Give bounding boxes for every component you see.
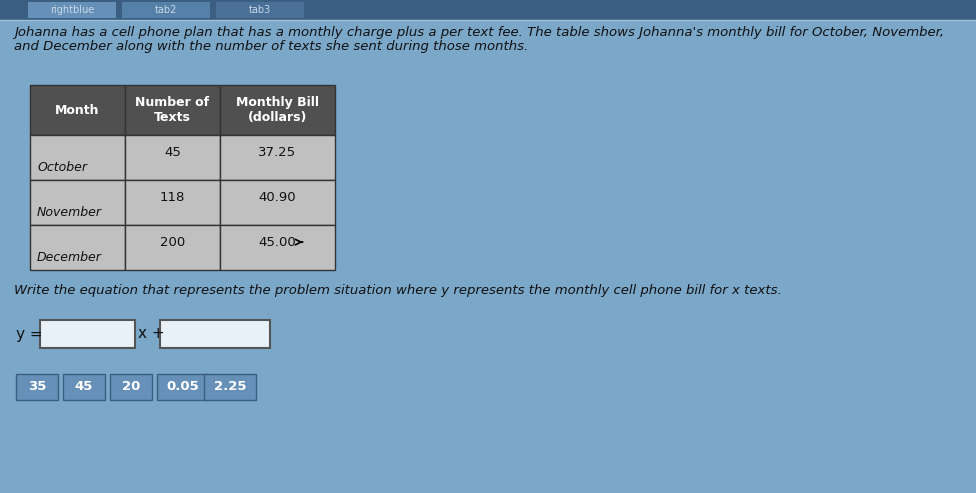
Text: and December along with the number of texts she sent during those months.: and December along with the number of te… — [14, 40, 528, 53]
FancyBboxPatch shape — [220, 85, 335, 135]
FancyBboxPatch shape — [122, 2, 210, 18]
FancyBboxPatch shape — [30, 225, 125, 270]
FancyBboxPatch shape — [125, 135, 220, 180]
FancyBboxPatch shape — [220, 180, 335, 225]
Text: 118: 118 — [160, 191, 185, 204]
Text: tab2: tab2 — [155, 5, 178, 15]
FancyBboxPatch shape — [220, 135, 335, 180]
Text: 45: 45 — [75, 381, 93, 393]
Text: 2.25: 2.25 — [214, 381, 246, 393]
Text: 37.25: 37.25 — [259, 145, 297, 159]
Text: October: October — [37, 161, 87, 174]
Text: Johanna has a cell phone plan that has a monthly charge plus a per text fee. The: Johanna has a cell phone plan that has a… — [14, 26, 944, 39]
Text: 200: 200 — [160, 236, 185, 248]
FancyBboxPatch shape — [30, 85, 125, 135]
FancyBboxPatch shape — [216, 2, 304, 18]
Text: 45: 45 — [164, 145, 181, 159]
Text: November: November — [37, 206, 102, 219]
Text: rightblue: rightblue — [50, 5, 94, 15]
Text: 35: 35 — [27, 381, 46, 393]
FancyBboxPatch shape — [40, 320, 135, 348]
FancyBboxPatch shape — [125, 85, 220, 135]
Text: tab3: tab3 — [249, 5, 271, 15]
Text: December: December — [37, 251, 102, 264]
FancyBboxPatch shape — [160, 320, 270, 348]
FancyBboxPatch shape — [30, 135, 125, 180]
FancyBboxPatch shape — [125, 225, 220, 270]
Text: y =: y = — [16, 326, 43, 342]
Text: 45.00: 45.00 — [259, 236, 297, 248]
FancyBboxPatch shape — [110, 374, 152, 400]
Text: 40.90: 40.90 — [259, 191, 297, 204]
FancyBboxPatch shape — [28, 2, 116, 18]
Text: 20: 20 — [122, 381, 141, 393]
Text: 0.05: 0.05 — [167, 381, 199, 393]
Text: Write the equation that represents the problem situation where y represents the : Write the equation that represents the p… — [14, 284, 782, 297]
FancyBboxPatch shape — [204, 374, 256, 400]
FancyBboxPatch shape — [16, 374, 58, 400]
Text: x +: x + — [138, 326, 165, 342]
FancyBboxPatch shape — [63, 374, 105, 400]
Text: Number of
Texts: Number of Texts — [136, 96, 210, 124]
FancyBboxPatch shape — [125, 180, 220, 225]
FancyBboxPatch shape — [220, 225, 335, 270]
FancyBboxPatch shape — [157, 374, 209, 400]
FancyBboxPatch shape — [0, 0, 976, 20]
Text: Month: Month — [56, 104, 100, 116]
FancyBboxPatch shape — [30, 180, 125, 225]
Text: Monthly Bill
(dollars): Monthly Bill (dollars) — [236, 96, 319, 124]
